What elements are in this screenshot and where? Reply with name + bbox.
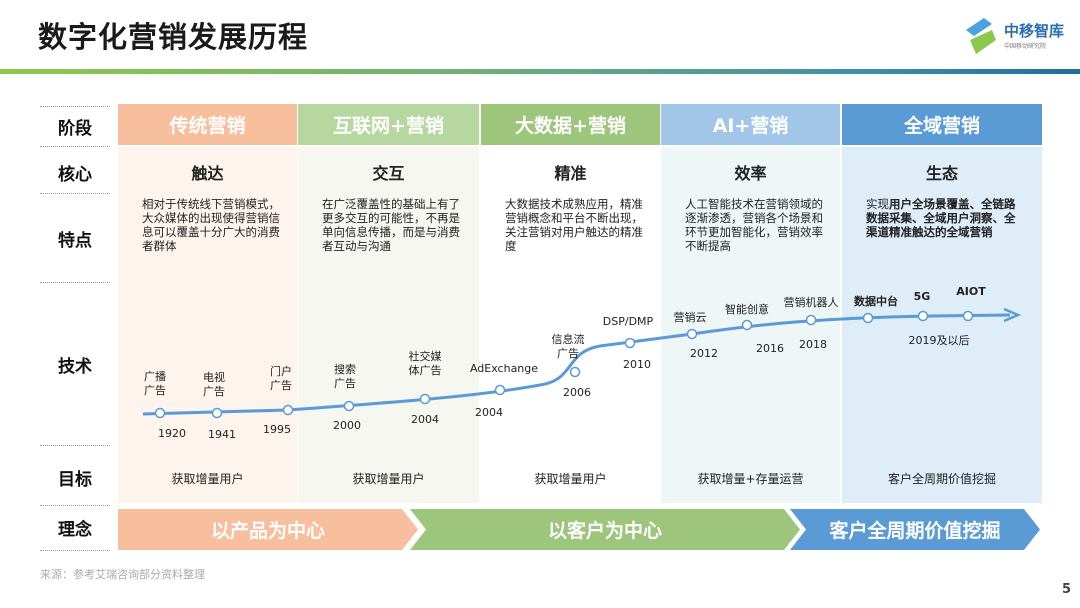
row-divider [40, 106, 110, 107]
core-value: 效率 [734, 164, 767, 183]
goal-value: 客户全周期价值挖掘 [887, 472, 996, 486]
header-divider [0, 69, 1080, 74]
feature-text: 实现用户全场景覆盖、全链路数据采集、全域用户洞察、全渠道精准触达的全域营销 [866, 197, 1026, 239]
year-label: 2006 [563, 386, 591, 399]
tech-label: 5G [914, 290, 931, 303]
timeline-point [154, 407, 166, 419]
tech-label: DSP/DMP [603, 315, 654, 328]
stage-header: 传统营销 [118, 104, 297, 145]
tech-label: 广告 [557, 347, 579, 360]
stage-header: 互联网+营销 [298, 104, 479, 145]
tech-label: 电视 [203, 370, 225, 384]
concept-arrow: 以客户为中心 [410, 509, 800, 550]
tech-label: 广告 [203, 385, 225, 398]
core-value: 交互 [372, 164, 405, 183]
tech-label: AIOT [956, 285, 986, 298]
column-background [481, 147, 660, 503]
timeline-point [862, 312, 874, 324]
logo-subtitle: 中国移动研究院 [1004, 43, 1047, 50]
feature-text: 人工智能技术在营销领域的逐渐渗透，营销各个场景和环节更加智能化，营销效率不断提高 [685, 197, 823, 253]
tech-label: 广告 [334, 377, 356, 390]
feature-highlight: 用户全场景覆盖、全链路数据采集、全域用户洞察、全渠道精准触达的全域营销 [866, 197, 1016, 239]
column-background [118, 147, 297, 503]
concept-arrow: 以产品为中心 [118, 509, 418, 550]
timeline-point [419, 393, 431, 405]
column-background [298, 147, 479, 503]
timeline-point [917, 310, 929, 322]
timeline-point [343, 400, 355, 412]
year-label: 2010 [623, 358, 651, 371]
tech-label: 搜索 [334, 362, 356, 376]
stage-header: 全域营销 [842, 104, 1042, 145]
year-label: 2000 [333, 419, 361, 432]
timeline-point [624, 337, 636, 349]
timeline-point [686, 328, 698, 340]
arrow-head-icon [1003, 307, 1022, 323]
row-divider [40, 146, 110, 147]
row-label: 特点 [58, 231, 92, 251]
year-label: 1995 [263, 423, 291, 436]
tech-label: 广告 [144, 384, 166, 397]
tech-label: 社交媒 [409, 349, 442, 363]
timeline-point [211, 407, 223, 419]
stage-header: AI+营销 [661, 104, 840, 145]
tech-label: 广播 [144, 369, 166, 383]
goal-value: 获取增量用户 [171, 472, 244, 486]
year-label: 2018 [799, 338, 827, 351]
tech-label: 体广告 [409, 363, 442, 377]
row-label: 目标 [58, 470, 92, 490]
row-divider [40, 193, 110, 194]
row-divider [40, 550, 110, 551]
timeline-point [569, 366, 581, 378]
tech-label: 数据中台 [854, 294, 898, 308]
column-background [842, 147, 1042, 503]
page-number: 5 [1062, 582, 1072, 597]
row-divider [40, 282, 110, 283]
tech-label: AdExchange [470, 362, 538, 375]
year-label: 2004 [475, 406, 503, 419]
source-note: 来源：参考艾瑞咨询部分资料整理 [40, 568, 205, 581]
timeline-point [962, 310, 974, 322]
timeline-point [282, 404, 294, 416]
year-label: 1920 [158, 427, 186, 440]
tech-label: 营销云 [674, 310, 707, 324]
goal-value: 获取增量用户 [534, 472, 607, 486]
logo-name: 中移智库 [1004, 22, 1065, 40]
year-label: 2004 [411, 413, 439, 426]
logo: 中移智库 中国移动研究院 [962, 16, 1072, 56]
tech-label: 广告 [270, 379, 292, 392]
core-value: 精准 [554, 164, 587, 183]
goal-value: 获取增量用户 [352, 472, 425, 486]
stage-header: 大数据+营销 [481, 104, 660, 145]
tech-label: 营销机器人 [784, 295, 839, 309]
row-label: 阶段 [58, 119, 92, 139]
concept-arrow: 客户全周期价值挖掘 [790, 509, 1040, 550]
row-label: 理念 [58, 520, 92, 540]
timeline-point [805, 314, 817, 326]
logo-icon [966, 18, 996, 54]
year-label: 1941 [208, 428, 236, 441]
feature-text: 在广泛覆盖性的基础上有了更多交互的可能性，不再是单向信息传播，而是与消费者互动与… [322, 197, 460, 253]
row-divider [40, 505, 110, 506]
year-label: 2012 [690, 347, 718, 360]
feature-text: 大数据技术成熟应用，精准营销概念和平台不断出现，关注营销对用户触达的精准度 [505, 197, 643, 253]
row-label: 技术 [58, 357, 92, 377]
core-value: 生态 [925, 164, 958, 183]
row-label: 核心 [58, 165, 92, 185]
year-label: 2019及以后 [909, 334, 970, 347]
tech-label: 门户 [270, 364, 292, 378]
timeline-point [741, 319, 753, 331]
core-value: 触达 [191, 164, 224, 183]
timeline-point [494, 384, 506, 396]
goal-value: 获取增量+存量运营 [697, 472, 804, 486]
feature-text: 相对于传统线下营销模式，大众媒体的出现使得营销信息可以覆盖十分广大的消费者群体 [142, 197, 280, 253]
tech-label: 智能创意 [725, 302, 769, 316]
tech-label: 信息流 [552, 332, 585, 346]
feature-prefix: 实现 [866, 197, 889, 211]
year-label: 2016 [756, 342, 784, 355]
page-title: 数字化营销发展历程 [38, 20, 309, 54]
row-divider [40, 445, 110, 446]
